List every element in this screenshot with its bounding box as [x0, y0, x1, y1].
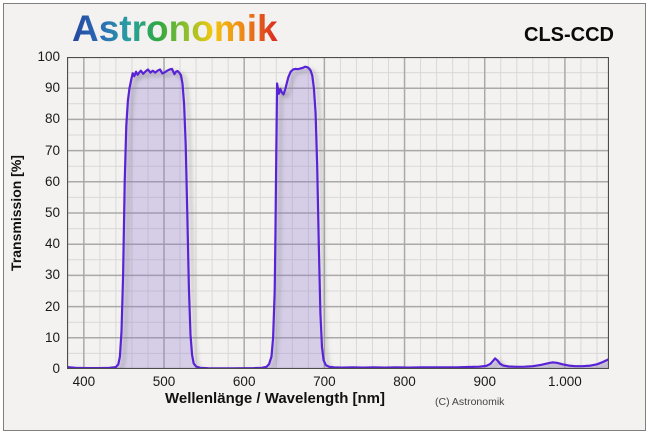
y-tick-label: 100	[37, 49, 60, 64]
y-tick-label: 50	[44, 205, 60, 220]
y-tick-label: 0	[52, 361, 60, 376]
y-tick-label: 60	[44, 173, 60, 189]
plot-area	[67, 57, 609, 369]
y-tick-label: 90	[44, 80, 60, 96]
y-tick-label: 30	[44, 267, 60, 283]
transmission-curve	[67, 65, 609, 369]
x-axis-label: Wellenlänge / Wavelength [nm]	[164, 390, 386, 407]
astronomik-logo: Astronomik	[72, 8, 278, 49]
x-tick-label: 500	[152, 374, 176, 389]
x-tick-label: 400	[72, 374, 96, 389]
copyright-text: (C) Astronomik	[435, 396, 505, 408]
x-tick-label: 1.000	[547, 374, 582, 389]
x-tick-label: 900	[473, 374, 496, 389]
y-tick-label: 80	[44, 111, 60, 127]
x-tick-label: 700	[313, 374, 336, 389]
transmission-chart	[67, 57, 609, 369]
y-tick-label: 40	[44, 236, 60, 252]
y-tick-label: 20	[44, 298, 60, 314]
x-tick-label: 800	[393, 374, 416, 389]
x-tick-label: 600	[232, 374, 256, 389]
y-tick-label: 10	[44, 329, 60, 345]
chart-title: CLS-CCD	[524, 24, 614, 46]
y-tick-label: 70	[44, 142, 60, 158]
plot-border	[67, 57, 609, 369]
